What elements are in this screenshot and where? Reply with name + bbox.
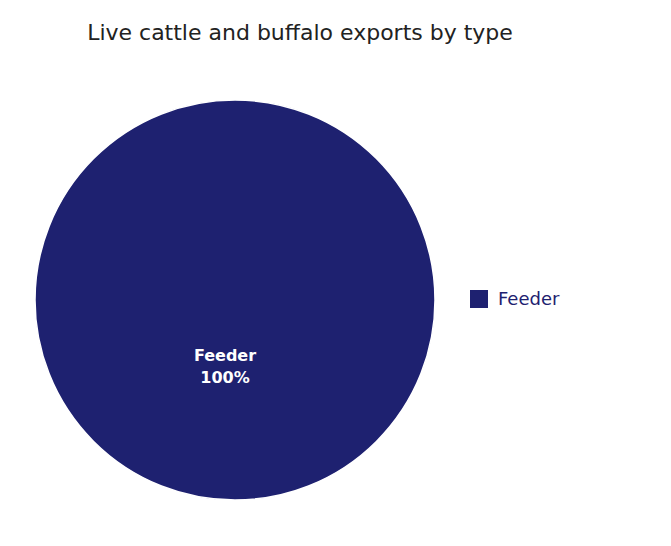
legend-label: Feeder (498, 288, 560, 309)
data-label: 100% (200, 368, 249, 387)
chart-svg: Live cattle and buffalo exports by type F… (0, 0, 671, 546)
slice-label: Feeder (194, 346, 256, 365)
data-labels: Feeder 100% (194, 346, 256, 387)
legend-swatch (470, 290, 488, 308)
legend: Feeder (470, 288, 560, 309)
chart-container: Live cattle and buffalo exports by type F… (0, 0, 671, 546)
title: Live cattle and buffalo exports by type (87, 20, 513, 45)
slices (35, 100, 435, 500)
pie-slice (35, 100, 435, 500)
